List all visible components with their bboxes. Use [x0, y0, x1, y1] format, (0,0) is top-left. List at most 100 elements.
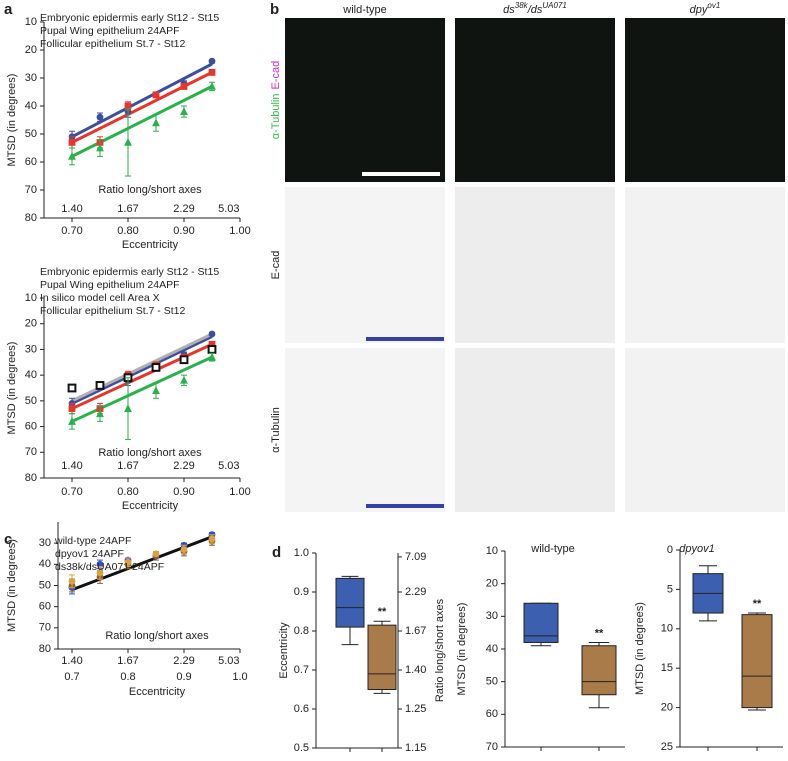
micrograph-bg: [285, 18, 445, 182]
x-tick-label: 0.90: [173, 486, 194, 498]
ratio-tick-label: 1.67: [117, 203, 138, 215]
y-tick-label: 60: [486, 708, 498, 720]
box: [336, 578, 364, 627]
fit-line: [72, 337, 212, 404]
cell-outline: [643, 0, 677, 3]
y-tick-label: 10: [486, 545, 498, 557]
ratio-tick-label: 1.40: [61, 203, 82, 215]
box: [524, 603, 558, 642]
fiber: [518, 512, 519, 535]
x-tick-label: 0.70: [61, 225, 82, 237]
point: [209, 331, 216, 338]
ratio-tick-label: 1.40: [61, 655, 82, 667]
ratio-tick-label: 5.03: [218, 460, 239, 472]
cell-outline: [246, 186, 273, 213]
ratio-tick-label: 2.29: [173, 460, 194, 472]
cell-outline: [427, 0, 458, 7]
point: [152, 118, 160, 126]
fiber: [442, 512, 458, 526]
cell-outline: [297, 0, 327, 4]
y2-tick-label: 1.25: [405, 703, 426, 715]
fiber: [755, 508, 761, 533]
header-part: ov1: [707, 1, 720, 10]
significance: **: [595, 627, 604, 639]
x-tick-label: 0.80: [117, 486, 138, 498]
micrograph-bg: [455, 187, 615, 343]
y-tick-label: 80: [25, 472, 37, 484]
y-tick-label: 40: [39, 558, 51, 570]
row-label: α-TubulinE-cad: [270, 61, 282, 139]
x-axis-label: Eccentricity: [129, 686, 186, 698]
fiber: [333, 181, 354, 185]
cell-outline: [245, 58, 271, 84]
x-axis-label: Eccentricity: [122, 239, 179, 251]
y-tick-label: 70: [39, 622, 51, 634]
y-tick-label: 80: [25, 212, 37, 224]
fiber: [676, 510, 687, 526]
cell-outline: [242, 5, 271, 32]
ratio-tick-label: 2.29: [173, 655, 194, 667]
y-tick-label: 0.7: [294, 664, 309, 676]
y-tick-label: 70: [25, 446, 37, 458]
y-tick-label: 20: [25, 318, 37, 330]
point: [180, 107, 188, 115]
ratio-tick-label: 1.67: [117, 460, 138, 472]
legend-entry: wild-type: [530, 543, 574, 555]
legend-entry: Pupal Wing epithelium 24APF: [40, 25, 180, 37]
y-tick-label: 20: [486, 578, 498, 590]
point: [152, 386, 160, 394]
y-tick-label: 5: [667, 583, 673, 595]
row-label-part: E-cad: [270, 61, 282, 90]
cell-outline: [242, 0, 273, 7]
box: [742, 615, 772, 708]
cell-outline: [246, 305, 272, 329]
point: [153, 91, 160, 98]
y2-tick-label: 7.09: [405, 551, 426, 563]
y2-tick-label: 1.40: [405, 664, 426, 676]
fiber: [445, 511, 452, 515]
row-label-part: α-Tubulin: [270, 407, 282, 453]
box: [368, 625, 396, 689]
ratio-tick-label: 1.67: [117, 655, 138, 667]
cell-outline: [242, 332, 270, 358]
y-axis-label: MTSD (in degrees): [634, 602, 646, 695]
y-tick-label: 10: [661, 623, 673, 635]
y-axis-label: MTSD (in degrees): [456, 603, 468, 696]
panel-label: a: [4, 1, 13, 18]
fiber: [698, 512, 724, 526]
legend-entry: In silico model cell Area X: [40, 292, 160, 304]
cell-outline: [243, 176, 271, 203]
point: [208, 353, 216, 361]
legend-entry: Follicular epithelium St.7 - St12: [40, 38, 185, 50]
y-axis-label: MTSD (in degrees): [6, 342, 18, 435]
y-tick-label: 15: [661, 662, 673, 674]
point: [181, 83, 188, 90]
y-tick-label: 30: [25, 72, 37, 84]
legend-entry: ds38k/dsUA071 24APF: [55, 561, 164, 573]
cell-outline: [244, 200, 271, 228]
y-tick-label: 70: [486, 741, 498, 753]
point: [69, 578, 76, 585]
fiber: [483, 512, 494, 540]
micrograph-bg: [625, 18, 785, 182]
point: [153, 550, 160, 557]
cell-outline: [244, 150, 275, 176]
y-tick-label: 30: [39, 537, 51, 549]
point: [209, 58, 216, 65]
y-tick-label: 1.0: [294, 547, 309, 559]
ratio-axis-label: Ratio long/short axes: [98, 184, 202, 196]
header-part: /ds: [527, 4, 543, 16]
micrograph-bg: [455, 18, 615, 182]
micrograph-bg: [625, 187, 785, 343]
x-tick-label: 1.00: [229, 486, 250, 498]
header-part: wild-type: [342, 4, 386, 16]
cell-outline: [575, 0, 610, 1]
fiber: [371, 512, 380, 530]
point: [208, 82, 216, 90]
point: [209, 346, 216, 353]
micrograph-bg: [455, 348, 615, 512]
row-label: E-cad: [270, 251, 282, 280]
y-axis-label: Eccentricity: [278, 622, 290, 679]
cell-outline: [372, 0, 402, 2]
y-tick-label: 60: [39, 601, 51, 613]
